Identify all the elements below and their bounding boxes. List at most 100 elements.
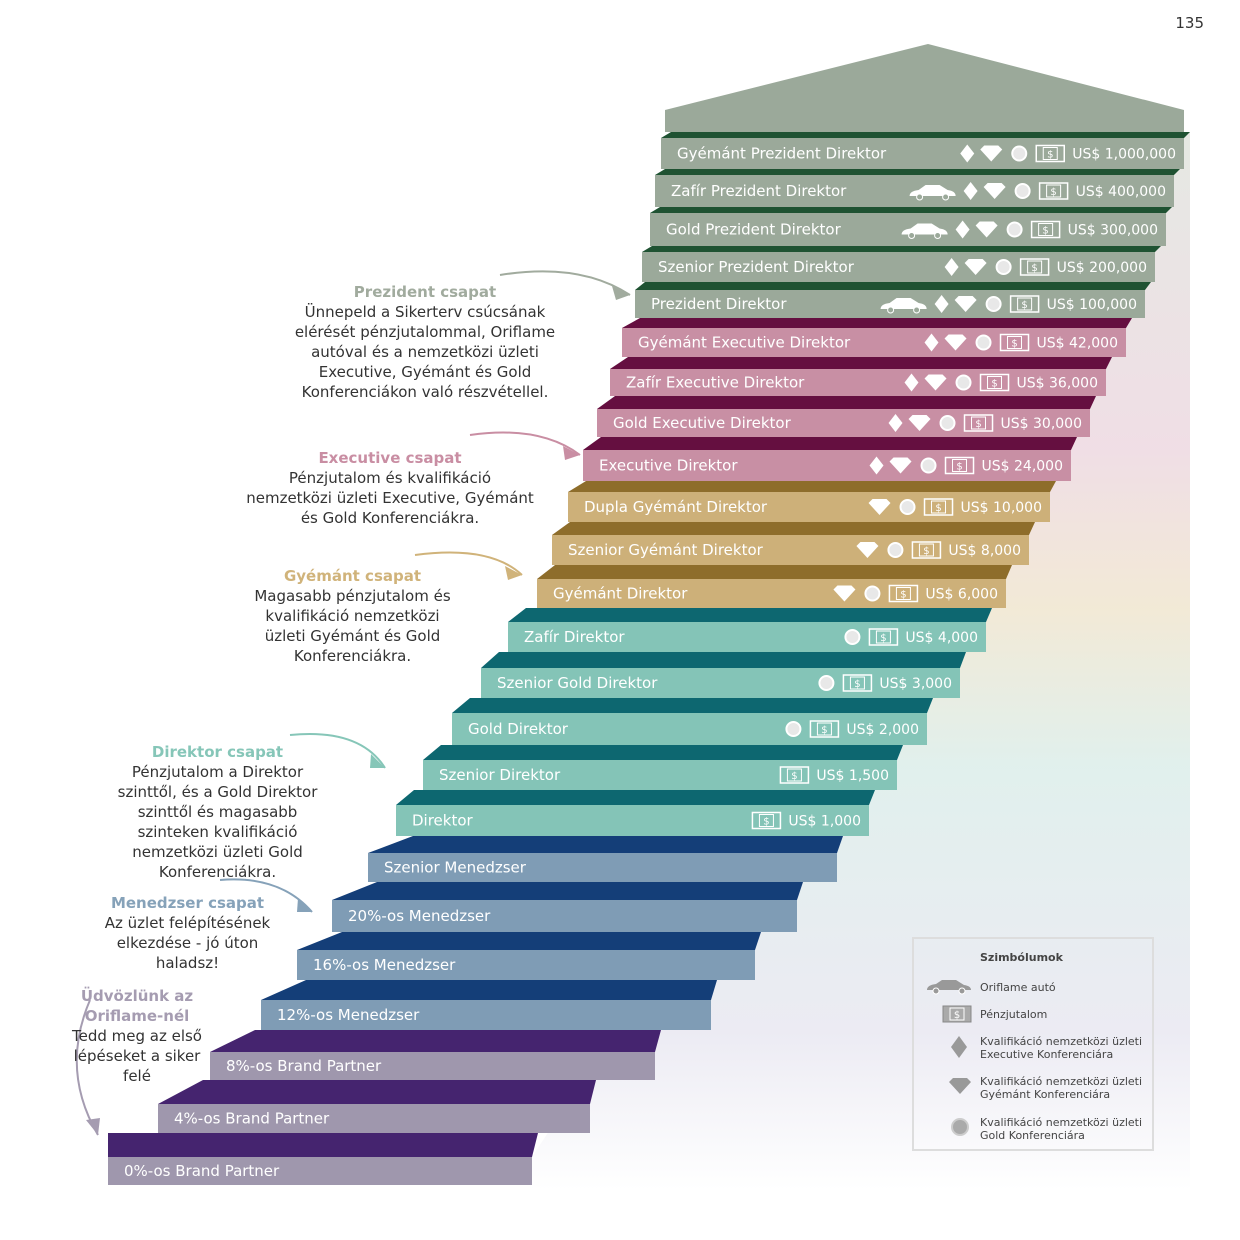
step-label: 20%-os Menedzser — [348, 907, 491, 925]
car-icon — [901, 223, 948, 235]
executive-diamond-icon — [869, 456, 884, 475]
svg-text:$: $ — [1021, 300, 1027, 311]
step-top — [108, 1133, 538, 1157]
step-label: Gyémánt Executive Direktor — [638, 334, 851, 352]
step-label: 0%-os Brand Partner — [124, 1162, 280, 1180]
gem-diamond-icon — [949, 1078, 971, 1094]
svg-text:$: $ — [954, 1010, 960, 1021]
step-top — [655, 169, 1180, 175]
step-face — [396, 805, 869, 836]
step-face — [452, 713, 927, 745]
car-icon — [880, 298, 927, 309]
step-direktor: Zafír Direktor US$ 4,000 $ — [508, 608, 992, 652]
gold-circle-icon — [920, 457, 937, 474]
gem-diamond-icon — [964, 259, 987, 275]
svg-text:$: $ — [1047, 150, 1053, 161]
step-top — [396, 790, 875, 805]
step-face — [508, 622, 986, 652]
step-reward: US$ 1,000 — [788, 814, 861, 830]
cash-icon: $ — [1030, 220, 1061, 239]
cash-icon: $ — [1009, 295, 1040, 313]
annotation-text: Tedd meg az első lépéseket a siker felé — [71, 1027, 202, 1085]
step-face — [568, 492, 1050, 522]
step-face — [297, 950, 755, 980]
step-face — [610, 369, 1106, 396]
arrow-icon — [469, 431, 581, 460]
step-brand: 4%-os Brand Partner — [158, 1080, 596, 1133]
step-top — [661, 132, 1190, 138]
step-reward: US$ 400,000 — [1076, 184, 1166, 200]
step-prezident: Gold Prezident Direktor US$ 300,000 $ — [650, 207, 1172, 246]
svg-text:$: $ — [1031, 263, 1037, 274]
step-label: 8%-os Brand Partner — [226, 1057, 382, 1075]
annotation-heading: Direktor csapat — [151, 743, 284, 761]
svg-text:$: $ — [923, 546, 929, 557]
step-top — [368, 836, 843, 853]
svg-text:$: $ — [900, 590, 906, 601]
step-brand: 0%-os Brand Partner — [108, 1133, 538, 1185]
step-top — [635, 282, 1151, 290]
step-label: Prezident Direktor — [651, 295, 787, 313]
step-label: Gold Direktor — [468, 720, 569, 738]
gem-diamond-icon — [908, 415, 931, 431]
step-label: Executive Direktor — [599, 457, 738, 475]
step-top — [158, 1080, 596, 1104]
annotation-text: Pénzjutalom a Direktor szinttől, és a Go… — [117, 763, 318, 881]
gold-circle-icon — [899, 499, 916, 515]
step-prezident: Prezident Direktor US$ 100,000 $ — [635, 282, 1151, 318]
step-reward: US$ 10,000 — [961, 500, 1042, 516]
step-face — [108, 1157, 532, 1185]
step-top — [650, 207, 1172, 213]
step-label: 16%-os Menedzser — [313, 956, 456, 974]
gold-circle-icon — [939, 415, 956, 431]
gem-diamond-icon — [975, 221, 998, 238]
step-face — [158, 1104, 590, 1133]
step-brand: 8%-os Brand Partner — [210, 1030, 661, 1080]
step-executive: Executive Direktor US$ 24,000 $ — [583, 437, 1077, 481]
cash-icon: $ — [942, 1005, 972, 1023]
cash-icon: $ — [1038, 182, 1069, 200]
gem-diamond-icon — [954, 296, 977, 312]
step-top — [568, 481, 1056, 492]
arrow-icon — [289, 733, 386, 769]
executive-diamond-icon — [924, 333, 939, 352]
step-reward: US$ 8,000 — [948, 543, 1021, 559]
step-label: Zafír Prezident Direktor — [671, 182, 847, 200]
step-reward: US$ 200,000 — [1057, 260, 1147, 276]
gem-diamond-icon — [924, 374, 947, 391]
step-label: Szenior Gyémánt Direktor — [568, 541, 764, 559]
gem-diamond-icon — [833, 585, 856, 602]
svg-text:$: $ — [821, 725, 827, 736]
annotation-executive: Executive csapat Pénzjutalom és kvalifik… — [245, 448, 535, 528]
step-top — [642, 246, 1161, 252]
arrow-icon — [75, 999, 100, 1136]
cash-icon: $ — [979, 373, 1010, 392]
step-reward: US$ 30,000 — [1001, 416, 1082, 432]
annotation-text: Az üzlet felépítésének elkezdése - jó út… — [104, 914, 271, 972]
car-icon — [909, 185, 956, 196]
annotation-heading: Gyémánt csapat — [283, 567, 422, 585]
svg-text:$: $ — [991, 379, 997, 390]
step-menedzser: 16%-os Menedzser — [297, 932, 761, 980]
executive-diamond-icon — [934, 295, 949, 313]
gold-circle-icon — [818, 675, 835, 691]
svg-text:$: $ — [791, 771, 797, 782]
step-face — [661, 138, 1184, 169]
svg-text:$: $ — [880, 633, 886, 644]
cash-icon: $ — [923, 498, 954, 516]
step-reward: US$ 1,000,000 — [1072, 147, 1176, 163]
arrow-icon — [499, 270, 631, 300]
gold-circle-icon — [955, 374, 972, 391]
cash-icon: $ — [779, 766, 810, 784]
step-gyemant: Gyémánt Direktor US$ 6,000 $ — [537, 565, 1012, 608]
legend-item-diamond: Kvalifikáció nemzetközi üzleti Gyémánt K… — [980, 1075, 1143, 1101]
cash-icon: $ — [911, 541, 942, 559]
step-top — [423, 745, 903, 760]
gold-circle-icon — [1006, 221, 1023, 238]
step-top — [452, 698, 933, 713]
gem-diamond-icon — [980, 145, 1003, 162]
step-top — [261, 980, 717, 1000]
step-reward: US$ 24,000 — [982, 459, 1063, 475]
symbols-legend: Szimbólumok Oriflame autó $ Pénzjutalom … — [912, 937, 1154, 1151]
svg-text:$: $ — [1050, 187, 1056, 198]
